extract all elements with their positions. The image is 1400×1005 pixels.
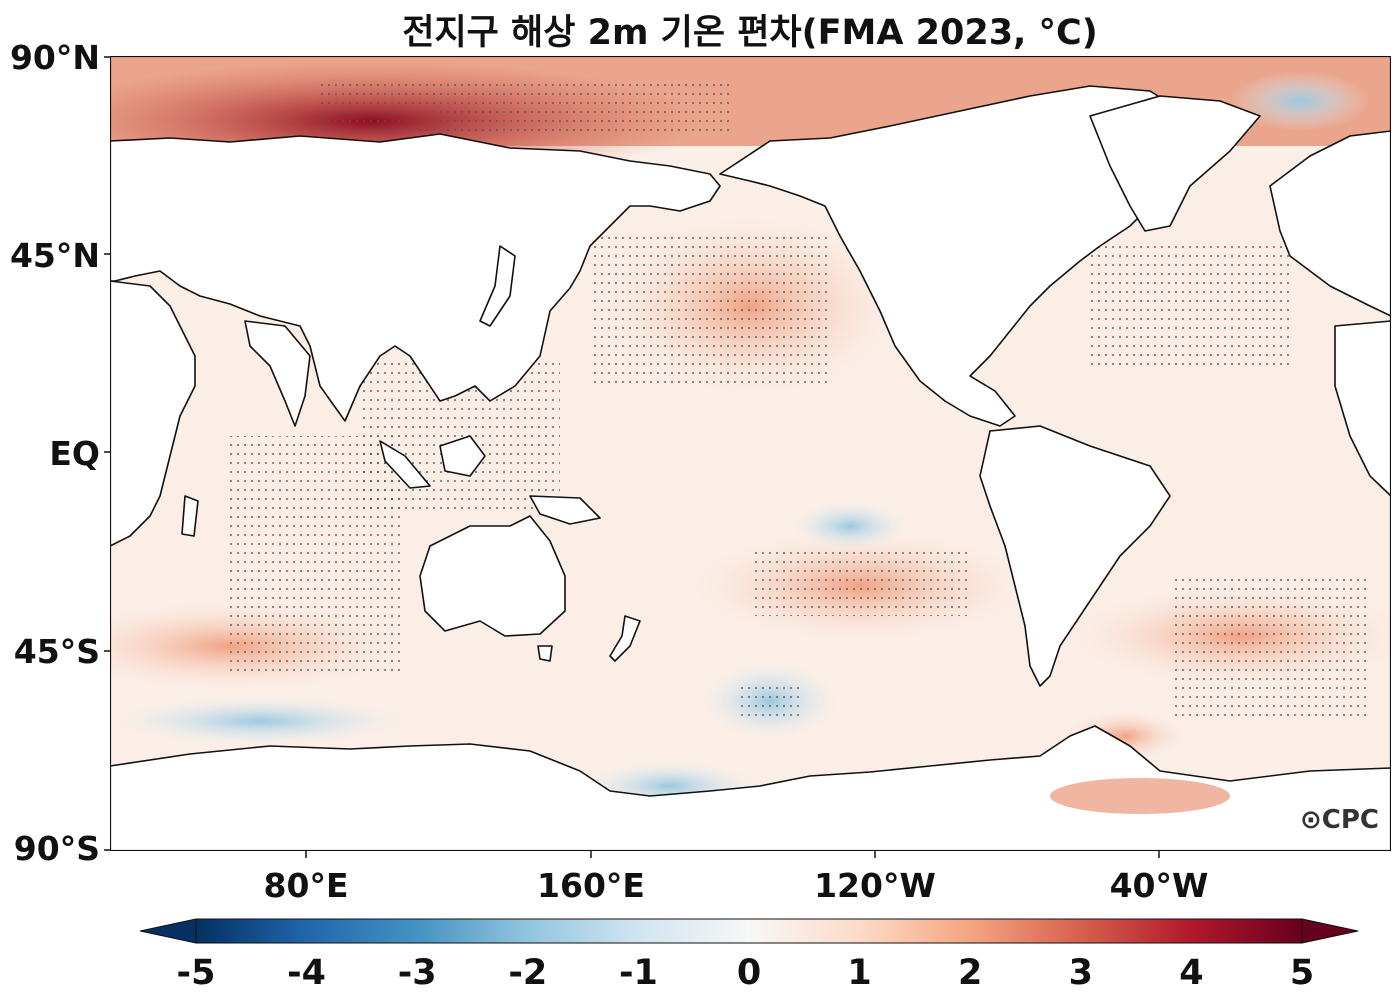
land-borneo bbox=[439, 435, 486, 477]
colorbar-tick-label: -4 bbox=[287, 953, 327, 993]
colorbar-tick-label: -5 bbox=[176, 953, 216, 993]
x-tick-160e: 160°E bbox=[537, 866, 645, 905]
land-india bbox=[244, 320, 311, 427]
equatorial-pacific-cool bbox=[790, 501, 910, 551]
antarctic-coast-warm bbox=[1050, 778, 1230, 814]
map-frame bbox=[110, 56, 1391, 851]
stipple-south-pacific bbox=[750, 546, 970, 616]
stipple-north-pacific bbox=[590, 236, 830, 386]
colorbar-tick-label: -2 bbox=[508, 953, 548, 993]
x-tick-marks bbox=[305, 851, 1160, 858]
land-greenland bbox=[1089, 95, 1261, 232]
y-tick-45n: 45°N bbox=[9, 236, 100, 275]
x-tick-80e: 80°E bbox=[263, 866, 349, 905]
land-north-america bbox=[719, 85, 1211, 427]
barents-cool-spot bbox=[1230, 71, 1370, 131]
colorbar-body bbox=[195, 918, 1303, 944]
stipple-indian bbox=[230, 436, 400, 676]
colorbar-tick-label: 5 bbox=[1289, 953, 1315, 993]
anomaly-map bbox=[110, 56, 1391, 851]
map-title: 전지구 해상 2m 기온 편차(FMA 2023, °C) bbox=[402, 13, 1098, 53]
colorbar bbox=[140, 918, 1359, 944]
land bbox=[110, 85, 1391, 851]
colorbar-tick-label: -1 bbox=[618, 953, 658, 993]
land-antarctica bbox=[110, 725, 1391, 851]
colorbar-tick-label: 4 bbox=[1179, 953, 1204, 993]
cpc-logo: ⊙CPC bbox=[1300, 805, 1379, 835]
colorbar-tick-label: 2 bbox=[958, 953, 983, 993]
colorbar-tick-label: 0 bbox=[736, 953, 762, 993]
x-tick-120w: 120°W bbox=[814, 866, 936, 905]
cpc-logo-mark: ⊙ bbox=[1300, 805, 1322, 835]
land-west-africa-right bbox=[1334, 320, 1391, 497]
land-new-zealand bbox=[609, 615, 641, 662]
y-tick-45s: 45°S bbox=[13, 632, 100, 671]
land-australia bbox=[419, 515, 566, 637]
cpc-logo-text: CPC bbox=[1321, 805, 1380, 835]
land-tasmania bbox=[537, 645, 553, 662]
colorbar-tick-label: -3 bbox=[397, 953, 437, 993]
colorbar-extend-low bbox=[140, 918, 197, 944]
land-south-america bbox=[979, 425, 1171, 687]
colorbar-tick-label: 1 bbox=[847, 953, 872, 993]
stipple-south-atlantic bbox=[1170, 576, 1370, 716]
y-tick-90s: 90°S bbox=[13, 829, 100, 868]
land-new-guinea bbox=[529, 495, 601, 525]
land-europe bbox=[1269, 130, 1391, 317]
y-tick-eq: EQ bbox=[49, 434, 100, 473]
land-africa bbox=[110, 280, 196, 547]
colorbar-tick-label: 3 bbox=[1068, 953, 1093, 993]
x-tick-40w: 40°W bbox=[1109, 866, 1209, 905]
land-eurasia bbox=[110, 133, 721, 422]
stipple-arctic bbox=[320, 78, 730, 138]
land-sumatra bbox=[379, 440, 431, 489]
y-tick-marks bbox=[104, 56, 110, 851]
colorbar-extend-high bbox=[1301, 918, 1359, 944]
land-japan bbox=[479, 245, 516, 327]
stipple-southern-pacific bbox=[740, 681, 800, 716]
land-madagascar bbox=[181, 495, 199, 537]
south-of-africa-cool bbox=[110, 696, 410, 746]
stipple-north-atlantic bbox=[1090, 246, 1290, 366]
y-tick-90n: 90°N bbox=[9, 38, 100, 77]
